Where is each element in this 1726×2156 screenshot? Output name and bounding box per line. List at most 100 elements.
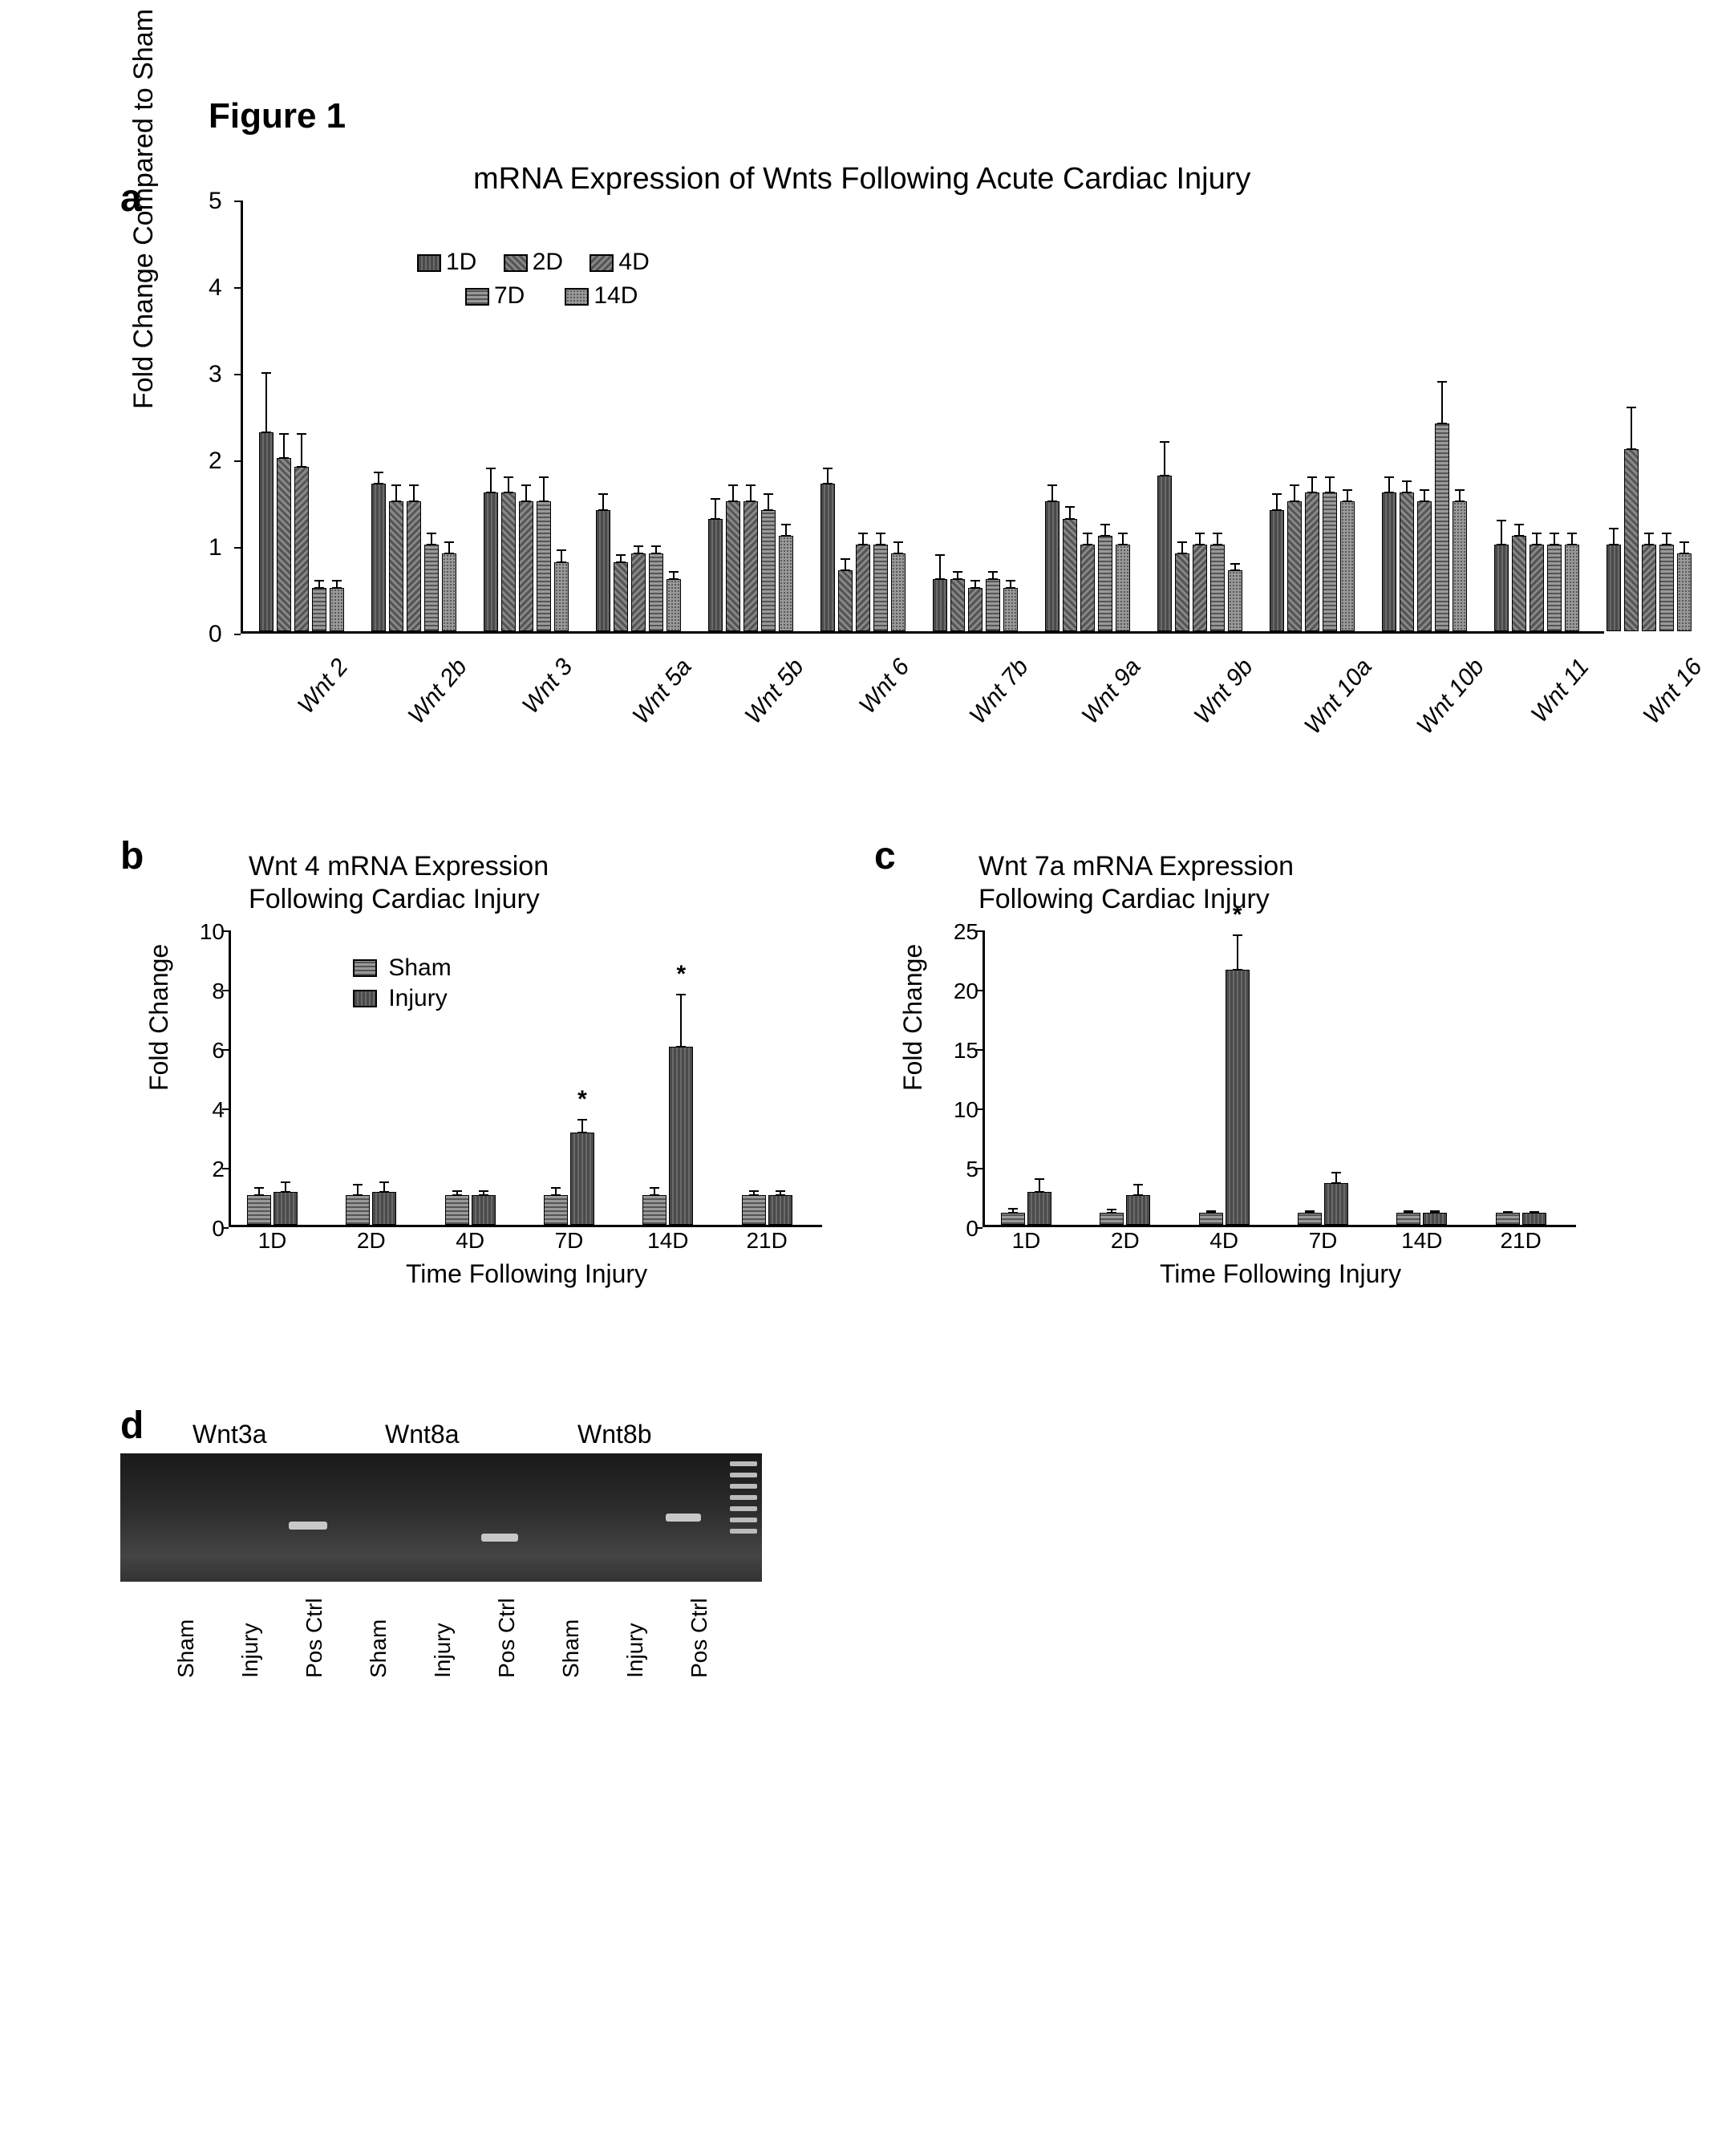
xlabel: Wnt 2b bbox=[403, 654, 472, 730]
bar bbox=[312, 588, 326, 631]
bar bbox=[1226, 970, 1250, 1225]
ytick: 0 bbox=[192, 1216, 225, 1242]
bar bbox=[1027, 1192, 1051, 1225]
bar bbox=[891, 553, 906, 631]
bar bbox=[1529, 545, 1544, 631]
panel-d: d Wnt3aWnt8aWnt8b ShamInjuryPos CtrlSham… bbox=[120, 1420, 842, 1694]
gel-lane-label: Pos Ctrl bbox=[687, 1598, 712, 1678]
ytick: 2 bbox=[192, 1157, 225, 1182]
xlabel: Wnt 6 bbox=[854, 654, 915, 719]
panel-b-title1: Wnt 4 mRNA Expression bbox=[249, 851, 549, 881]
panel-a-title: mRNA Expression of Wnts Following Acute … bbox=[473, 162, 1250, 197]
bar bbox=[330, 588, 344, 631]
bar bbox=[649, 553, 663, 631]
bar bbox=[1287, 501, 1302, 631]
bar bbox=[1045, 501, 1060, 631]
bar bbox=[484, 492, 498, 631]
bar-group: Wnt 9a bbox=[1045, 501, 1130, 631]
xlabel: Wnt 10a bbox=[1299, 654, 1378, 740]
bar bbox=[642, 1195, 666, 1225]
xlabel: Wnt 10b bbox=[1412, 654, 1490, 740]
bar-group: 1D bbox=[1001, 1192, 1051, 1225]
xlabel: 1D bbox=[258, 1228, 287, 1254]
bar bbox=[1496, 1213, 1520, 1225]
bar bbox=[1624, 449, 1639, 631]
ytick: 15 bbox=[946, 1038, 978, 1064]
row-bc: b Wnt 4 mRNA Expression Following Cardia… bbox=[120, 850, 1630, 1331]
ytick: 1 bbox=[209, 534, 222, 561]
bar bbox=[1340, 501, 1355, 631]
gel-band bbox=[666, 1514, 701, 1522]
panel-c-title2: Following Cardiac Injury bbox=[978, 884, 1270, 914]
gel-lane-label: Sham bbox=[558, 1619, 584, 1678]
bar-group: Wnt 10b bbox=[1382, 424, 1467, 631]
bar bbox=[389, 501, 403, 631]
gel-lane-label: Pos Ctrl bbox=[302, 1598, 327, 1678]
ytick: 0 bbox=[209, 621, 222, 648]
bar bbox=[1453, 501, 1467, 631]
bar-group: Wnt 5b bbox=[708, 501, 793, 631]
gel-image bbox=[120, 1453, 762, 1582]
panel-c-ylabel: Fold Change bbox=[898, 944, 928, 1091]
ytick: 3 bbox=[209, 361, 222, 388]
gel-wrap: Wnt3aWnt8aWnt8b ShamInjuryPos CtrlShamIn… bbox=[120, 1420, 762, 1694]
bar bbox=[1298, 1213, 1322, 1225]
bar bbox=[838, 570, 853, 631]
bar bbox=[1228, 570, 1242, 631]
bar bbox=[768, 1195, 792, 1225]
gel-lane-label: Sham bbox=[366, 1619, 391, 1678]
gel-lane-label: Pos Ctrl bbox=[494, 1598, 520, 1678]
bar bbox=[708, 519, 723, 631]
bar bbox=[743, 501, 758, 631]
bar bbox=[294, 467, 309, 631]
bar bbox=[371, 484, 386, 631]
x-axis-label: Time Following Injury bbox=[406, 1259, 647, 1289]
bar bbox=[501, 492, 516, 631]
gel-lane-label: Sham bbox=[173, 1619, 199, 1678]
bar-group: 14D bbox=[1396, 1213, 1447, 1225]
bar bbox=[1565, 545, 1579, 631]
x-axis-label: Time Following Injury bbox=[1160, 1259, 1401, 1289]
ytick: 4 bbox=[209, 274, 222, 302]
bar-group: 21D bbox=[1496, 1213, 1546, 1225]
bar bbox=[1003, 588, 1018, 631]
gel-lane-label: Injury bbox=[237, 1623, 263, 1678]
bar-group: 4D* bbox=[1199, 970, 1250, 1225]
sig-star: * bbox=[676, 961, 686, 988]
xlabel: 4D bbox=[456, 1228, 484, 1254]
bar-group: Wnt 2b bbox=[371, 484, 456, 631]
bar bbox=[1157, 476, 1172, 631]
bar bbox=[1659, 545, 1674, 631]
panel-b-title: Wnt 4 mRNA Expression Following Cardiac … bbox=[249, 850, 842, 916]
panel-a-plot: Wnt 2Wnt 2bWnt 3Wnt 5aWnt 5bWnt 6Wnt 7bW… bbox=[241, 201, 1604, 634]
bar bbox=[1270, 510, 1284, 631]
bar-group: 2D bbox=[346, 1192, 396, 1225]
bar bbox=[1175, 553, 1189, 631]
bar bbox=[1098, 536, 1112, 631]
bar-group: Wnt 11 bbox=[1494, 536, 1579, 631]
bar bbox=[1116, 545, 1130, 631]
bar-group: 2D bbox=[1100, 1195, 1150, 1225]
bar bbox=[1396, 1213, 1420, 1225]
bar bbox=[1512, 536, 1526, 631]
gel-band bbox=[481, 1534, 518, 1542]
bar-group: Wnt 5a bbox=[596, 510, 681, 631]
xlabel: 21D bbox=[1500, 1228, 1541, 1254]
bar-group: Wnt 2 bbox=[259, 432, 344, 631]
xlabel: Wnt 2 bbox=[293, 654, 354, 719]
ytick: 10 bbox=[946, 1097, 978, 1123]
bar bbox=[1063, 519, 1077, 631]
bar bbox=[933, 579, 947, 631]
bar bbox=[1100, 1213, 1124, 1225]
bar bbox=[742, 1195, 766, 1225]
bar bbox=[407, 501, 421, 631]
xlabel: 14D bbox=[1401, 1228, 1442, 1254]
xlabel: 7D bbox=[1309, 1228, 1338, 1254]
xlabel: 4D bbox=[1209, 1228, 1238, 1254]
figure-title: Figure 1 bbox=[209, 96, 1630, 136]
bar bbox=[424, 545, 439, 631]
bar bbox=[1547, 545, 1562, 631]
bar bbox=[761, 510, 776, 631]
bar-group: Wnt 6 bbox=[820, 484, 906, 631]
panel-c-title1: Wnt 7a mRNA Expression bbox=[978, 851, 1294, 881]
